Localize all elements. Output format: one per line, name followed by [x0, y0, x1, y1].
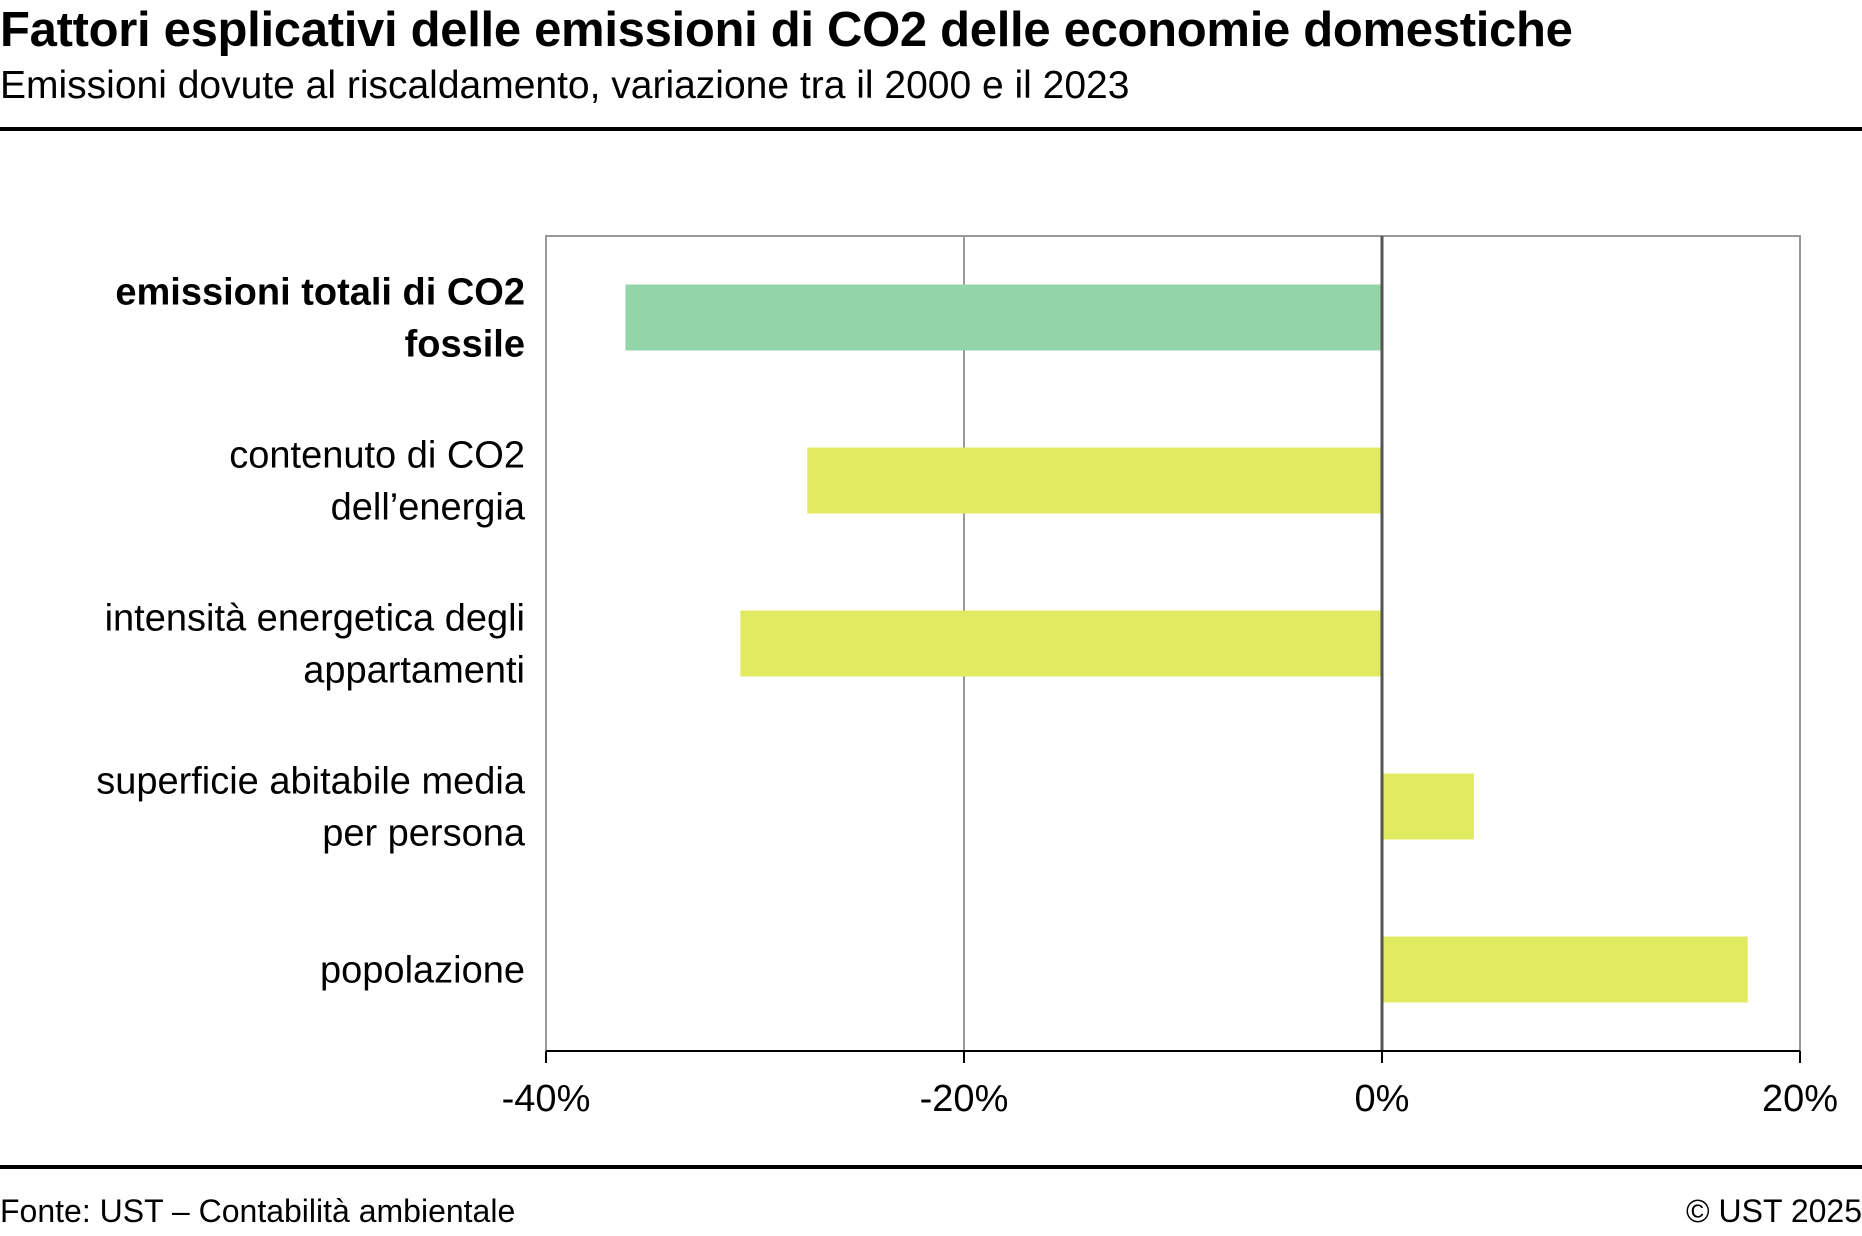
top-divider [0, 127, 1862, 131]
category-label-1: contenuto di CO2 dell’energia [229, 435, 526, 529]
bar-4 [1382, 936, 1748, 1003]
bar-2 [740, 610, 1382, 677]
category-label-1-line-0: contenuto di CO2 [229, 435, 525, 477]
tick-labels: -40% -20% 0% 20% [502, 1078, 1838, 1120]
category-label-2-line-1: appartamenti [303, 650, 525, 692]
category-label-3: superficie abitabile media per persona [96, 761, 526, 855]
category-labels: emissioni totali di CO2 fossile contenuto … [96, 272, 526, 992]
x-tick-label-2: 0% [1355, 1078, 1410, 1120]
x-tick-label-1: -20% [920, 1078, 1009, 1120]
x-tick-label-3: 20% [1762, 1078, 1838, 1120]
bar-3 [1382, 773, 1474, 840]
category-label-3-line-1: per persona [322, 813, 526, 855]
bar-chart: emissioni totali di CO2 fossile contenuto … [96, 235, 1838, 1120]
category-label-1-line-1: dell’energia [331, 487, 526, 529]
copyright-note: © UST 2025 [1686, 1193, 1862, 1229]
category-label-0: emissioni totali di CO2 fossile [115, 272, 525, 366]
category-label-0-line-1: fossile [405, 324, 525, 366]
x-tick-label-0: -40% [502, 1078, 591, 1120]
bar-0 [625, 284, 1382, 351]
chart-title: Fattori esplicativi delle emissioni di C… [0, 3, 1573, 57]
source-note: Fonte: UST – Contabilità ambientale [0, 1193, 516, 1229]
category-label-2: intensità energetica degli appartamenti [105, 598, 525, 692]
chart-subtitle: Emissioni dovute al riscaldamento, varia… [0, 64, 1130, 107]
bottom-divider [0, 1165, 1862, 1169]
category-label-4-line-0: popolazione [320, 950, 525, 992]
bar-1 [807, 447, 1382, 514]
axis-layer [545, 236, 1801, 1063]
category-label-0-line-0: emissioni totali di CO2 [115, 272, 525, 314]
category-label-3-line-0: superficie abitabile media [96, 761, 526, 803]
category-label-4: popolazione [320, 950, 525, 992]
category-label-2-line-0: intensità energetica degli [105, 598, 525, 640]
bar-layer [625, 284, 1748, 1003]
